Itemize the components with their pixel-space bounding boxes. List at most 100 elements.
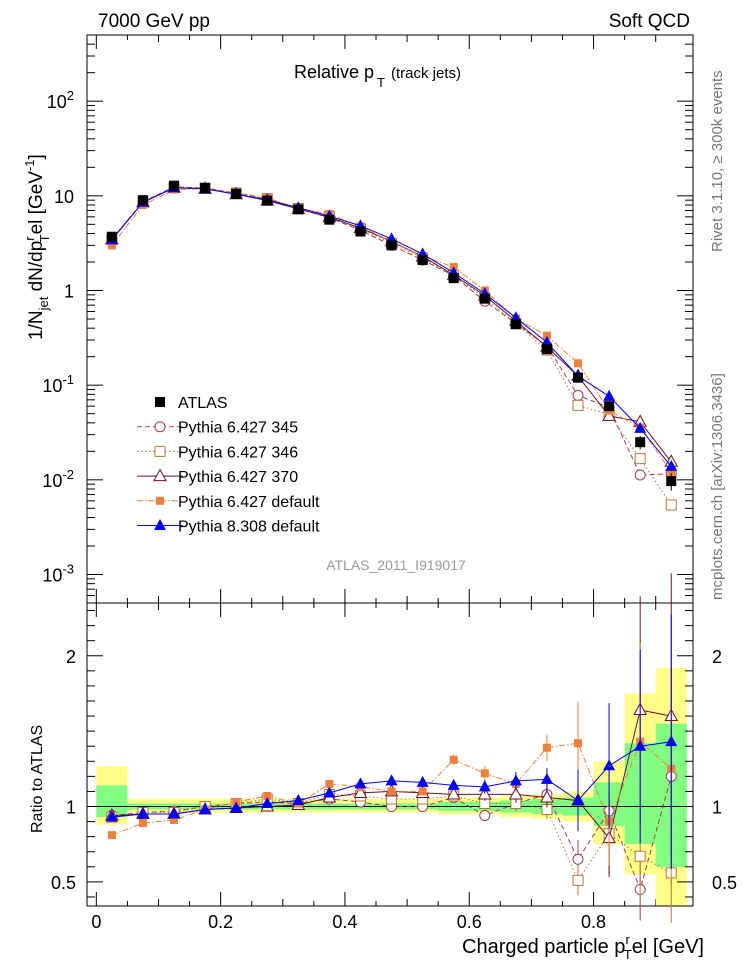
y-tick-label: 10-2 xyxy=(42,467,74,491)
ratio-point xyxy=(263,791,272,800)
ratio-tick-label: 2 xyxy=(66,647,76,667)
y-tick-label: 10-1 xyxy=(42,372,74,396)
ratio-point xyxy=(446,786,461,800)
atlas-point xyxy=(169,180,180,191)
data-point xyxy=(665,459,678,471)
ratio-point xyxy=(574,739,583,748)
legend-marker xyxy=(154,445,166,457)
ratio-tick-label: 1 xyxy=(66,798,76,818)
ratio-point xyxy=(634,850,646,862)
y-tick-label: 10-3 xyxy=(42,562,74,586)
x-tick-label: 0.6 xyxy=(457,912,482,932)
legend-marker xyxy=(153,468,167,482)
data-point xyxy=(572,399,584,411)
y-tick-label: 102 xyxy=(47,88,74,112)
ratio-point xyxy=(634,739,647,751)
process-label: Soft QCD xyxy=(609,11,690,32)
atlas-point xyxy=(324,214,335,225)
atlas-point xyxy=(200,182,211,193)
ratio-point xyxy=(449,755,458,764)
ratio-point xyxy=(199,803,212,815)
rivet-version-label: Rivet 3.1.10, ≥ 300k events xyxy=(709,70,726,252)
data-point xyxy=(540,335,553,347)
ratio-point xyxy=(665,735,678,747)
ratio-tick-label-right: 1 xyxy=(712,798,722,818)
data-point xyxy=(665,499,677,511)
atlas-point xyxy=(417,254,428,265)
data-point xyxy=(602,408,616,421)
ratio-point xyxy=(479,810,491,822)
ratio-point xyxy=(292,793,305,805)
ratio-point xyxy=(105,810,118,822)
ratio-axis-label: Ratio to ATLAS xyxy=(29,725,46,833)
ratio-frame xyxy=(86,602,694,907)
ratio-point xyxy=(387,787,396,796)
ratio-point xyxy=(168,807,181,819)
ratio-point xyxy=(572,874,584,886)
atlas-point xyxy=(635,437,646,448)
ratio-point xyxy=(230,801,243,813)
ratio-point xyxy=(540,789,554,803)
ratio-point xyxy=(416,775,429,787)
x-tick-label: 0.4 xyxy=(332,912,357,932)
ratio-tick-label-right: 2 xyxy=(712,647,722,667)
ratio-point xyxy=(136,807,149,819)
legend-label: Pythia 6.427 345 xyxy=(178,420,298,437)
ratio-point xyxy=(170,816,179,825)
ratio-point xyxy=(447,778,460,790)
ratio-point xyxy=(353,785,368,798)
legend-label: Pythia 8.308 default xyxy=(178,519,320,536)
atlas-point xyxy=(541,344,552,355)
x-tick-label: 0 xyxy=(91,912,101,932)
legend-label: ATLAS xyxy=(178,395,228,412)
ratio-point xyxy=(572,793,585,805)
legend: ATLAS Pythia 6.427 345 Pythia 6.427 346 Pyt… xyxy=(137,395,320,536)
ratio-plot: 0 0.2 0.4 0.6 0.8 0.5 0.5 1 1 2 2 xyxy=(51,573,737,932)
ratio-point xyxy=(540,772,553,784)
data-point xyxy=(107,241,116,250)
ratio-point xyxy=(323,786,336,798)
data-point xyxy=(634,453,646,465)
data-point xyxy=(542,331,551,340)
atlas-point xyxy=(293,204,304,215)
ratio-point xyxy=(509,774,522,786)
ratio-point xyxy=(480,769,489,778)
atlas-point xyxy=(262,195,273,206)
chart-title: Relative pT(track jets) xyxy=(294,62,461,90)
data-point xyxy=(574,359,583,368)
ratio-point xyxy=(418,787,427,796)
ratio-point xyxy=(509,786,523,800)
atlas-point xyxy=(355,226,366,237)
ratio-point xyxy=(138,819,147,828)
legend-marker xyxy=(154,421,166,433)
ratio-point xyxy=(603,759,616,771)
legend-marker xyxy=(155,397,165,407)
data-point xyxy=(603,389,616,401)
legend-label: Pythia 6.427 370 xyxy=(178,469,298,486)
atlas-point xyxy=(573,372,584,383)
ratio-point xyxy=(261,796,274,808)
atlas-point xyxy=(604,401,615,412)
data-point xyxy=(667,467,676,476)
atlas-point xyxy=(231,188,242,199)
ratio-tick-label-right: 0.5 xyxy=(712,873,737,893)
ratio-point xyxy=(542,743,551,752)
legend-marker xyxy=(154,519,166,530)
ratio-point xyxy=(572,853,584,865)
collision-energy-label: 7000 GeV pp xyxy=(98,11,210,32)
data-point xyxy=(634,469,646,481)
legend-marker xyxy=(156,496,164,505)
analysis-watermark: ATLAS_2011_I919017 xyxy=(326,557,466,573)
data-point xyxy=(634,421,647,433)
atlas-point xyxy=(666,476,677,487)
data-point xyxy=(572,389,584,401)
main-plot: 10-3 10-2 10-1 1 10 102 xyxy=(42,34,694,906)
atlas-point xyxy=(137,195,148,206)
atlas-point xyxy=(448,273,459,284)
ratio-point xyxy=(354,777,367,789)
x-tick-label: 0.8 xyxy=(581,912,606,932)
x-tick-label: 0.2 xyxy=(208,912,233,932)
y-axis-label: 1/Njet dN/dprTel [GeV-1] xyxy=(22,154,52,340)
atlas-point xyxy=(479,293,490,304)
